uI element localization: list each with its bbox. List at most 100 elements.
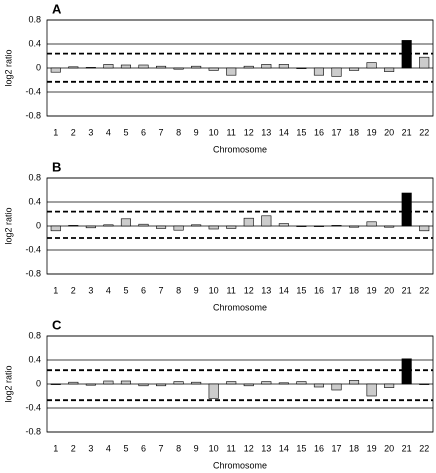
bar [243,65,254,69]
x-tick-label: 9 [194,285,199,295]
bar [261,215,272,227]
bar [331,67,342,77]
bar [85,225,96,229]
bar [103,224,114,227]
x-tick-label: 21 [402,443,412,453]
bar [419,225,430,232]
x-tick-label: 13 [261,443,271,453]
x-axis-label: Chromosome [213,460,267,470]
bar [156,225,167,229]
bar [85,67,96,69]
x-tick-label: 16 [314,127,324,137]
bar [120,64,131,69]
x-tick-label: 20 [384,285,394,295]
x-tick-label: 10 [209,285,219,295]
bar [331,383,342,391]
y-tick-label: 0 [36,378,41,388]
x-tick-label: 4 [106,443,111,453]
bar [173,225,184,231]
bar [366,383,377,397]
x-tick-label: 2 [71,127,76,137]
x-tick-label: 11 [227,443,236,453]
x-axis-label: Chromosome [213,144,267,154]
x-tick-label: 10 [209,127,219,137]
x-tick-label: 15 [296,285,306,295]
bar [243,383,254,387]
bar [349,67,360,71]
bar [138,64,149,69]
y-tick-label: 0 [36,220,41,230]
bar [278,64,289,69]
bar [296,225,307,227]
x-tick-label: 20 [384,443,394,453]
bar [401,358,412,385]
bar [138,223,149,227]
x-tick-label: 20 [384,127,394,137]
bar [68,66,79,69]
x-tick-label: 22 [419,443,429,453]
bar [191,65,202,69]
bar [384,383,395,388]
x-tick-label: 12 [244,127,254,137]
y-tick-label: 0.8 [28,172,41,182]
x-tick-label: 7 [159,127,164,137]
x-tick-label: 21 [402,285,412,295]
bar [278,223,289,227]
bar [68,225,79,227]
x-tick-label: 12 [244,443,254,453]
x-tick-label: 6 [141,443,146,453]
x-tick-label: 18 [349,443,359,453]
bar [261,381,272,385]
x-tick-label: 4 [106,127,111,137]
x-tick-label: 3 [88,443,93,453]
x-tick-label: 19 [367,127,377,137]
bar [103,64,114,69]
x-tick-label: 11 [227,285,236,295]
y-axis-label: log2 ratio [3,207,13,244]
bar [103,380,114,385]
bar [226,67,237,76]
bar [173,67,184,70]
bar [68,381,79,385]
y-tick-label: -0.4 [25,244,41,254]
y-tick-label: -0.4 [25,402,41,412]
y-tick-label: 0.8 [28,14,41,24]
y-tick-label: -0.4 [25,86,41,96]
bar [313,383,324,388]
x-tick-label: 17 [331,127,341,137]
y-tick-label: -0.8 [25,268,41,278]
x-tick-label: 1 [53,127,58,137]
x-tick-label: 17 [331,285,341,295]
x-tick-label: 16 [314,443,324,453]
bar [366,62,377,69]
bar [120,380,131,385]
bar [349,380,360,385]
x-tick-label: 9 [194,443,199,453]
bar [384,225,395,228]
bar [208,67,219,71]
y-axis-label: log2 ratio [3,49,13,86]
bar [243,217,254,227]
bar [419,383,430,385]
bar [226,225,237,229]
x-axis-label: Chromosome [213,302,267,312]
x-tick-label: 2 [71,443,76,453]
x-tick-label: 15 [296,443,306,453]
bar [349,225,360,228]
x-tick-label: 5 [123,127,128,137]
x-tick-label: 15 [296,127,306,137]
x-tick-label: 10 [209,443,219,453]
x-tick-label: 21 [402,127,412,137]
x-tick-label: 4 [106,285,111,295]
x-tick-label: 5 [123,285,128,295]
x-tick-label: 8 [176,443,181,453]
bar [50,225,61,232]
x-tick-label: 2 [71,285,76,295]
bar [208,225,219,230]
x-tick-label: 9 [194,127,199,137]
x-tick-label: 7 [159,285,164,295]
y-tick-label: 0 [36,62,41,72]
bar [419,56,430,69]
bar [156,383,167,387]
bar [384,67,395,72]
